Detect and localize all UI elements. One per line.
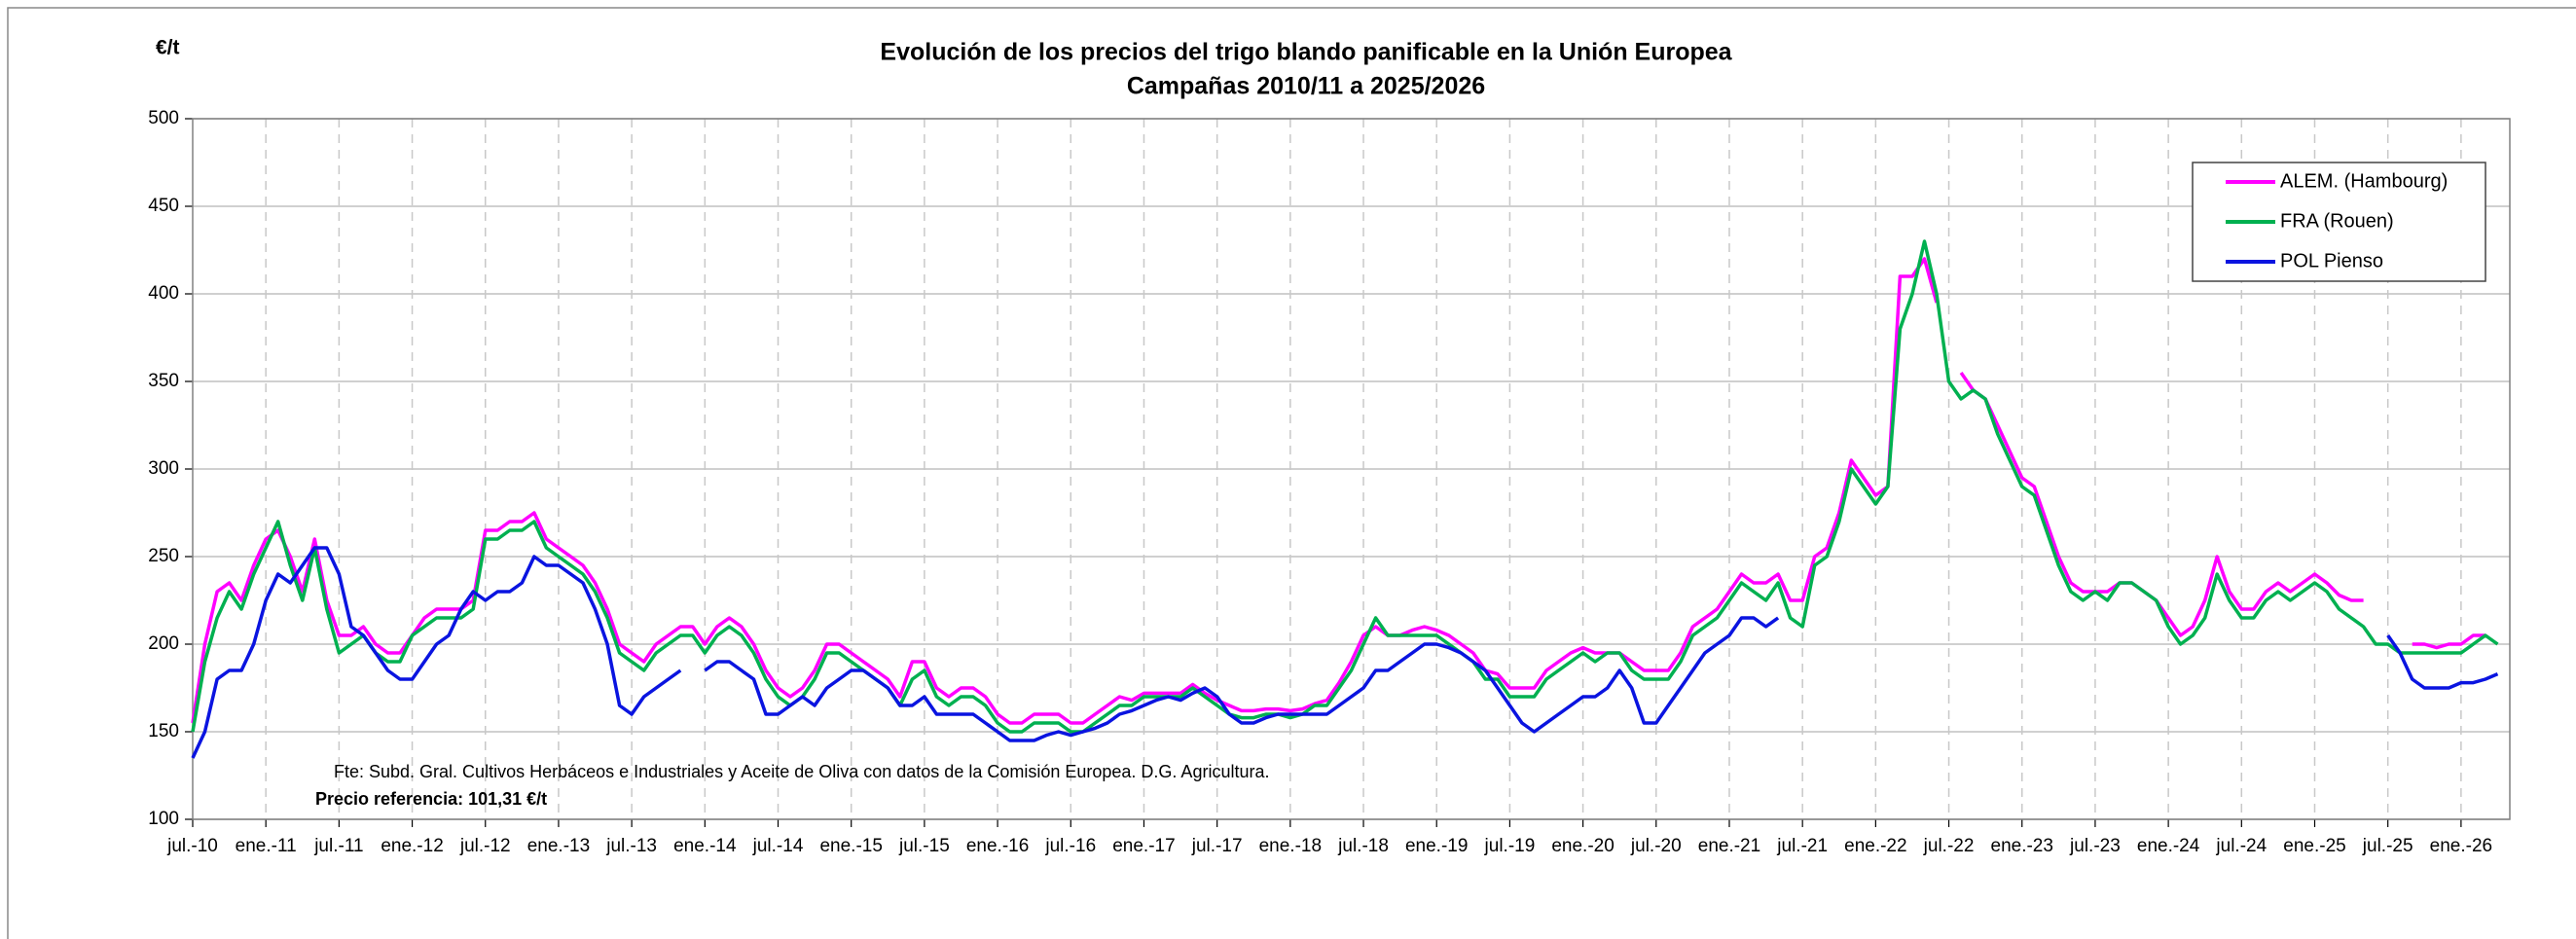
x-tick-label: ene.-18 xyxy=(1259,836,1322,856)
x-tick-label: jul.-16 xyxy=(1044,836,1096,856)
x-tick-label: jul.-13 xyxy=(605,836,657,856)
y-tick-label: 250 xyxy=(148,546,179,566)
legend-label: FRA (Rouen) xyxy=(2280,210,2394,232)
x-tick-label: jul.-14 xyxy=(752,836,804,856)
x-tick-label: ene.-17 xyxy=(1112,836,1175,856)
x-tick-label: ene.-12 xyxy=(381,836,443,856)
x-tick-label: jul.-10 xyxy=(166,836,218,856)
x-tick-label: ene.-23 xyxy=(1991,836,2053,856)
x-tick-label: ene.-16 xyxy=(966,836,1029,856)
y-tick-label: 100 xyxy=(148,809,179,829)
x-tick-label: ene.-11 xyxy=(236,836,297,856)
y-tick-label: 300 xyxy=(148,458,179,479)
y-tick-label: 150 xyxy=(148,721,179,741)
chart-subtitle: Campañas 2010/11 a 2025/2026 xyxy=(1127,73,1485,100)
y-tick-label: 450 xyxy=(148,196,179,216)
source-note: Fte: Subd. Gral. Cultivos Herbáceos e In… xyxy=(334,762,1269,781)
legend: ALEM. (Hambourg) FRA (Rouen) POL Pienso xyxy=(2192,162,2486,282)
plot-border xyxy=(192,118,2511,820)
y-tick-label: 350 xyxy=(148,371,179,391)
x-tick-label: ene.-25 xyxy=(2283,836,2345,856)
x-tick-label: jul.-24 xyxy=(2215,836,2267,856)
x-tick-label: ene.-19 xyxy=(1405,836,1468,856)
x-tick-label: ene.-24 xyxy=(2137,836,2200,856)
frame xyxy=(7,7,2576,939)
x-tick-label: ene.-21 xyxy=(1698,836,1760,856)
x-tick-label: jul.-20 xyxy=(1630,836,1682,856)
x-tick-label: jul.-12 xyxy=(459,836,511,856)
x-tick-label: jul.-23 xyxy=(2069,836,2121,856)
y-tick-label: 500 xyxy=(148,108,179,128)
x-tick-label: ene.-13 xyxy=(527,836,590,856)
x-tick-label: jul.-11 xyxy=(313,836,363,856)
series-line xyxy=(191,239,2499,734)
x-tick-label: jul.-19 xyxy=(1484,836,1536,856)
y-tick-label: 200 xyxy=(148,633,179,654)
legend-label: ALEM. (Hambourg) xyxy=(2280,170,2448,192)
x-tick-label: ene.-26 xyxy=(2430,836,2492,856)
x-tick-label: ene.-14 xyxy=(673,836,737,856)
x-tick-label: jul.-21 xyxy=(1776,836,1828,856)
reference-note: Precio referencia: 101,31 €/t xyxy=(315,789,547,809)
x-tick-label: jul.-25 xyxy=(2362,836,2413,856)
legend-label: POL Pienso xyxy=(2280,250,2383,271)
x-tick-label: jul.-17 xyxy=(1191,836,1243,856)
x-tick-label: jul.-18 xyxy=(1337,836,1389,856)
y-tick-label: 400 xyxy=(148,283,179,304)
x-tick-label: ene.-20 xyxy=(1551,836,1614,856)
x-tick-label: ene.-15 xyxy=(819,836,882,856)
x-tick-label: jul.-22 xyxy=(1923,836,1975,856)
x-tick-label: jul.-15 xyxy=(898,836,950,856)
y-axis-label: €/t xyxy=(156,37,180,59)
chart-title: Evolución de los precios del trigo bland… xyxy=(880,39,1732,66)
series-line xyxy=(191,546,2499,759)
x-tick-label: ene.-22 xyxy=(1844,836,1906,856)
